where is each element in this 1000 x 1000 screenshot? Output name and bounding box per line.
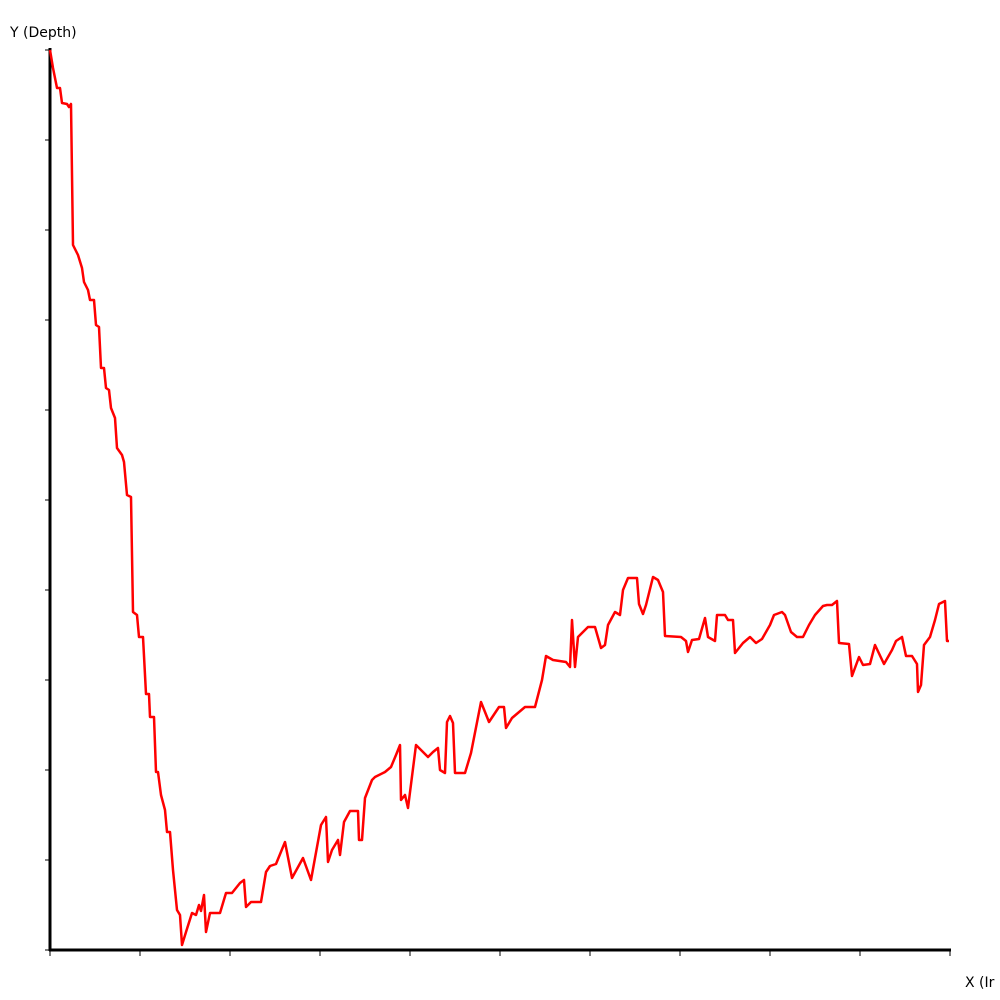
data-line	[48, 49, 949, 947]
y-axis-label: Y (Depth)	[9, 25, 77, 41]
x-axis-label: X (Ir	[965, 975, 995, 991]
